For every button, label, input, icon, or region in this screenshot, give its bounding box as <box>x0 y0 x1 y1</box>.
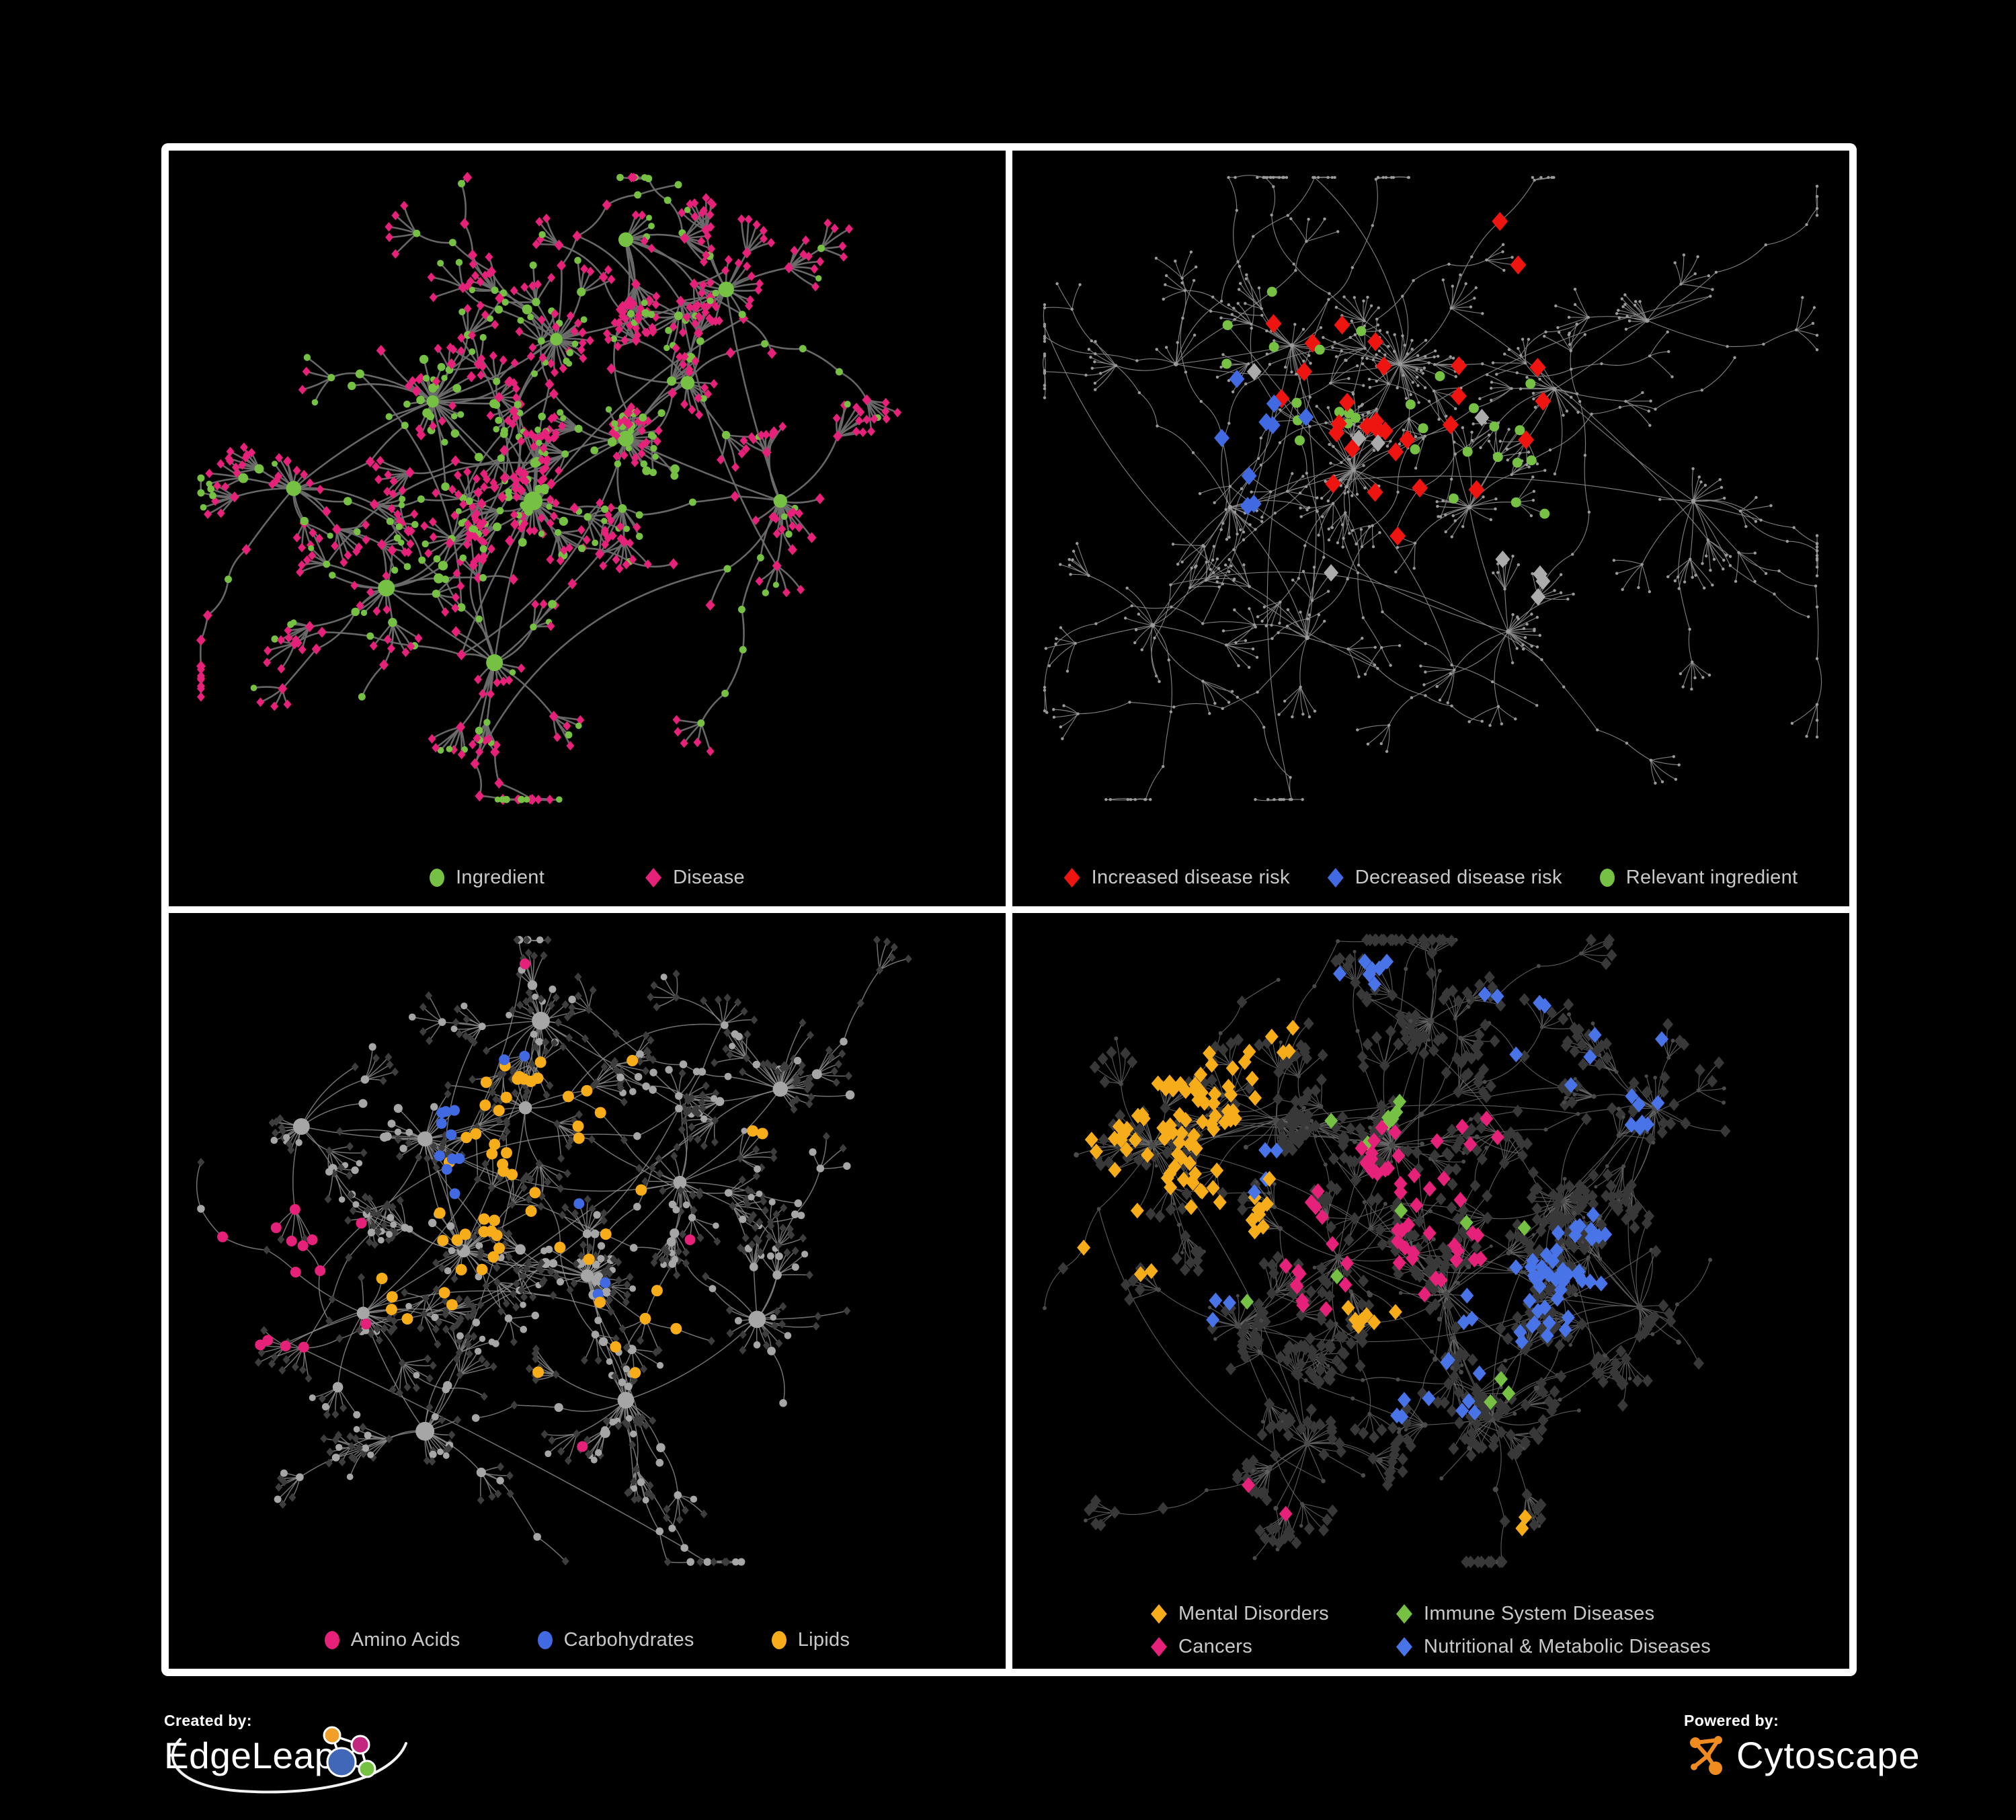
legend-label: Lipids <box>797 1629 850 1651</box>
legend-item-ingredient: Ingredient <box>430 867 545 889</box>
created-by-label: Created by: <box>164 1712 252 1729</box>
network-graph-disease-risk <box>1043 175 1822 801</box>
legend-item-carbohydrates: Carbohydrates <box>537 1629 694 1651</box>
legend-item-immune-system-diseases: Immune System Diseases <box>1396 1603 1711 1625</box>
legend-label: Amino Acids <box>350 1629 460 1651</box>
legend-label: Nutritional & Metabolic Diseases <box>1423 1636 1711 1657</box>
circle-legend-icon <box>1599 869 1615 887</box>
legend-item-relevant-ingredient: Relevant ingredient <box>1599 867 1798 889</box>
legend-disease-risk: Increased disease risk Decreased disease … <box>1012 867 1849 889</box>
cytoscape-credit: Powered by: Cytoscape <box>1684 1712 2007 1813</box>
legend-label: Immune System Diseases <box>1423 1603 1655 1624</box>
legend-label: Decreased disease risk <box>1355 867 1562 888</box>
diamond-legend-icon <box>1150 1604 1167 1624</box>
panel-disease-risk: Increased disease risk Decreased disease … <box>1012 151 1849 906</box>
network-graph-ingredient-disease <box>196 171 902 805</box>
legend-nutrient-classes: Amino Acids Carbohydrates Lipids <box>169 1629 1006 1651</box>
legend-label: Relevant ingredient <box>1625 867 1798 888</box>
edgeleap-wordmark: EdgeLeap <box>164 1735 335 1776</box>
panel-nutrient-classes: Amino Acids Carbohydrates Lipids <box>169 913 1006 1669</box>
legend-item-decreased-disease-risk: Decreased disease risk <box>1327 867 1562 889</box>
circle-legend-icon <box>324 1631 339 1649</box>
legend-item-increased-disease-risk: Increased disease risk <box>1063 867 1290 889</box>
legend-label: Ingredient <box>456 867 545 888</box>
legend-item-mental-disorders: Mental Disorders <box>1150 1603 1329 1625</box>
edgeleap-credit: Created by: EdgeLeap <box>164 1712 514 1820</box>
legend-item-amino-acids: Amino Acids <box>324 1629 460 1651</box>
circle-legend-icon <box>430 869 445 887</box>
legend-label: Mental Disorders <box>1178 1603 1329 1624</box>
diamond-legend-icon <box>1327 868 1344 887</box>
legend-item-cancers: Cancers <box>1150 1636 1329 1658</box>
legend-disease-categories: Mental Disorders Immune System Diseases Ca… <box>1012 1603 1849 1658</box>
diamond-legend-icon <box>645 868 662 887</box>
edgeleap-swoosh <box>171 1738 407 1794</box>
legend-item-lipids: Lipids <box>771 1629 850 1651</box>
panel-grid: Ingredient Disease Increased disease risk… <box>161 143 1857 1676</box>
diamond-legend-icon <box>1396 1604 1412 1624</box>
legend-label: Cancers <box>1178 1636 1253 1657</box>
network-graph-disease-categories <box>1042 933 1731 1569</box>
legend-item-nutritional-metabolic-diseases: Nutritional & Metabolic Diseases <box>1396 1636 1711 1658</box>
cytoscape-logo-icon <box>1690 1736 1722 1775</box>
panel-ingredient-disease: Ingredient Disease <box>169 151 1006 906</box>
legend-label: Increased disease risk <box>1091 867 1290 888</box>
circle-legend-icon <box>771 1631 787 1649</box>
edgeleap-brand-row: EdgeLeap <box>164 1726 446 1801</box>
powered-by-label: Powered by: <box>1684 1712 1779 1729</box>
edgeleap-logo-icon <box>323 1726 376 1778</box>
cytoscape-wordmark: Cytoscape <box>1736 1733 1921 1776</box>
cytoscape-brand-row: Cytoscape <box>1684 1733 2007 1777</box>
diamond-legend-icon <box>1150 1637 1167 1657</box>
legend-ingredient-disease: Ingredient Disease <box>169 867 1006 889</box>
legend-label: Carbohydrates <box>563 1629 694 1651</box>
panel-disease-categories: Mental Disorders Immune System Diseases Ca… <box>1012 913 1849 1669</box>
network-graph-nutrient-classes <box>196 935 912 1567</box>
diamond-legend-icon <box>1396 1637 1412 1657</box>
diamond-legend-icon <box>1063 868 1080 887</box>
legend-item-disease: Disease <box>645 867 745 889</box>
circle-legend-icon <box>537 1631 553 1649</box>
legend-label: Disease <box>673 867 745 888</box>
